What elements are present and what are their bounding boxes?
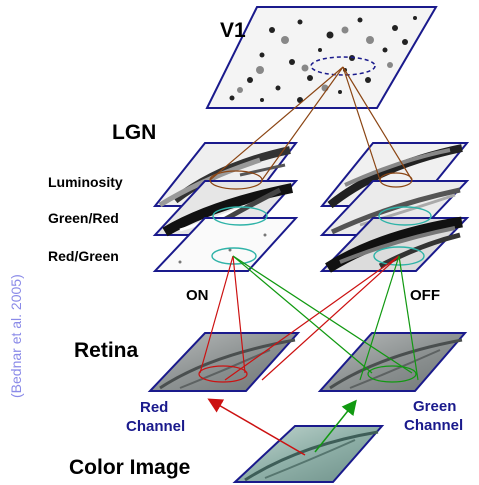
lgn-label: LGN <box>112 121 156 144</box>
color-image-label: Color Image <box>69 456 190 479</box>
arrow-to-green-channel <box>314 399 357 453</box>
color-image-sheet <box>232 425 385 483</box>
lgn-off-luminosity-sheet <box>319 142 470 209</box>
green-channel-label-line2: Channel <box>404 417 463 434</box>
red-channel-label-line2: Channel <box>126 418 185 435</box>
citation-label: (Bednar et al. 2005) <box>8 274 24 398</box>
red-channel-connections <box>198 255 400 383</box>
v1-sheet <box>205 6 438 109</box>
green-channel-label-line1: Green <box>413 398 456 415</box>
on-label: ON <box>186 287 209 304</box>
luminosity-label: Luminosity <box>48 174 123 190</box>
v1-label: V1 <box>220 19 246 42</box>
green-channel-connections <box>232 255 419 383</box>
green-red-receptive-fields <box>212 206 432 226</box>
luminosity-to-v1-connections <box>209 66 413 190</box>
green-red-label: Green/Red <box>48 210 119 226</box>
arrow-to-red-channel <box>207 398 306 456</box>
retina-green-channel-sheet <box>317 332 468 392</box>
lgn-off-red-green-sheet <box>319 216 470 273</box>
red-green-label: Red/Green <box>48 248 119 264</box>
retina-label: Retina <box>74 339 139 362</box>
off-label: OFF <box>410 287 440 304</box>
red-channel-label-line1: Red <box>140 399 168 416</box>
